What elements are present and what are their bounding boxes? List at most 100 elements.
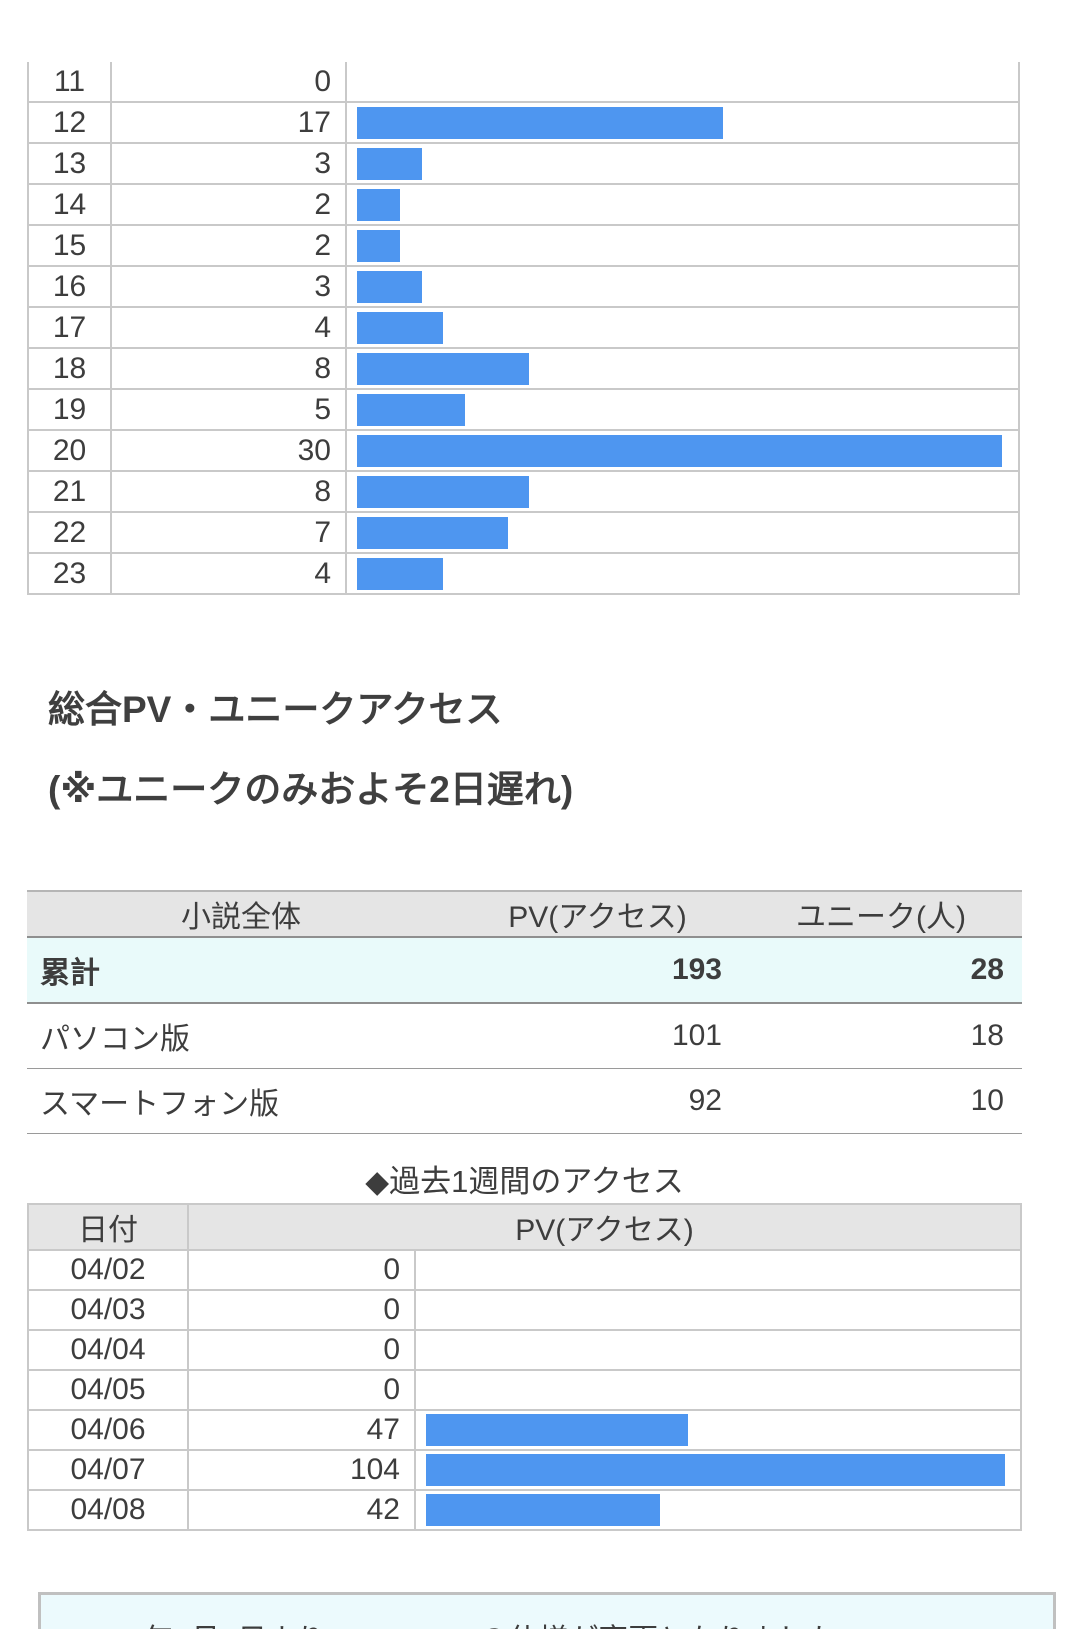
pv-count-cell: 17 — [110, 101, 347, 144]
pv-bar — [357, 311, 443, 344]
summary-label-cell: スマートフォン版 — [27, 1068, 455, 1134]
pv-count-cell: 104 — [187, 1449, 416, 1491]
pv-bar-cell — [345, 62, 1020, 103]
pv-count-cell: 47 — [187, 1409, 416, 1451]
weekly-access-heading: ◆過去1週間のアクセス — [365, 1164, 684, 1199]
pv-count-cell: 4 — [110, 552, 347, 595]
summary-pv-cell: 193 — [455, 937, 740, 1004]
hour-row: 12 17 — [27, 101, 1020, 144]
summary-label-cell: 累計 — [27, 937, 455, 1004]
summary-section-title: 総合PV・ユニークアクセス (※ユニークのみおよそ2日遅れ) — [48, 670, 573, 830]
hour-cell: 15 — [27, 224, 112, 267]
pv-bar-cell — [345, 347, 1020, 390]
pv-bar-cell — [414, 1369, 1022, 1411]
hour-cell: 13 — [27, 142, 112, 185]
pv-count-cell: 0 — [187, 1369, 416, 1411]
pv-bar-cell — [414, 1249, 1022, 1291]
hour-cell: 23 — [27, 552, 112, 595]
pv-bar — [357, 188, 400, 221]
pv-bar — [357, 434, 1002, 467]
pv-bar — [357, 270, 422, 303]
pv-count-cell: 2 — [110, 224, 347, 267]
hour-row: 20 30 — [27, 429, 1020, 472]
pv-bar — [426, 1414, 688, 1446]
pv-bar-cell — [414, 1329, 1022, 1371]
weekly-row: 04/03 0 — [27, 1289, 1022, 1331]
hour-row: 11 0 — [27, 62, 1020, 103]
pv-bar-cell — [345, 183, 1020, 226]
date-cell: 04/08 — [27, 1489, 189, 1531]
summary-title-line2: (※ユニークのみおよそ2日遅れ) — [48, 769, 574, 810]
hour-cell: 22 — [27, 511, 112, 554]
hour-cell: 14 — [27, 183, 112, 226]
hour-row: 14 2 — [27, 183, 1020, 226]
pv-bar — [357, 106, 723, 139]
summary-row: スマートフォン版 92 10 — [27, 1068, 1022, 1134]
pv-bar — [426, 1494, 660, 1526]
pv-bar — [357, 557, 443, 590]
pv-bar-cell — [345, 429, 1020, 472]
pv-bar-cell — [345, 101, 1020, 144]
summary-header-label: 小説全体 — [27, 890, 455, 938]
date-cell: 04/07 — [27, 1449, 189, 1491]
pv-count-cell: 0 — [187, 1249, 416, 1291]
pv-bar-cell — [345, 388, 1020, 431]
pv-bar-cell — [345, 511, 1020, 554]
hour-cell: 20 — [27, 429, 112, 472]
hour-cell: 19 — [27, 388, 112, 431]
summary-row: パソコン版 101 18 — [27, 1003, 1022, 1069]
hour-cell: 11 — [27, 62, 112, 103]
date-cell: 04/03 — [27, 1289, 189, 1331]
weekly-row: 04/02 0 — [27, 1249, 1022, 1291]
summary-label-cell: パソコン版 — [27, 1003, 455, 1069]
pv-count-cell: 7 — [110, 511, 347, 554]
pv-count-cell: 0 — [187, 1289, 416, 1331]
pv-bar-cell — [414, 1449, 1022, 1491]
pv-count-cell: 0 — [110, 62, 347, 103]
pv-bar-cell — [345, 470, 1020, 513]
summary-header-pv: PV(アクセス) — [455, 890, 740, 938]
date-cell: 04/06 — [27, 1409, 189, 1451]
summary-pv-cell: 92 — [455, 1068, 740, 1134]
pv-count-cell: 5 — [110, 388, 347, 431]
hour-row: 18 8 — [27, 347, 1020, 390]
summary-title-line1: 総合PV・ユニークアクセス — [48, 689, 503, 730]
hourly-access-table: 11 0 12 17 13 3 14 2 15 2 16 3 17 4 18 8 19 5 20 30 21 8 22 7 23… — [27, 62, 1020, 595]
pv-count-cell: 30 — [110, 429, 347, 472]
pv-count-cell: 2 — [110, 183, 347, 226]
pv-bar — [357, 147, 422, 180]
notice-box: 2010年7月6日よりKASASAGIの仕様が変更となりました — [38, 1592, 1056, 1629]
weekly-row: 04/08 42 — [27, 1489, 1022, 1531]
weekly-row: 04/04 0 — [27, 1329, 1022, 1371]
pv-bar-cell — [345, 142, 1020, 185]
hour-cell: 16 — [27, 265, 112, 308]
pv-count-cell: 42 — [187, 1489, 416, 1531]
hour-row: 19 5 — [27, 388, 1020, 431]
pv-bar — [357, 229, 400, 262]
date-cell: 04/04 — [27, 1329, 189, 1371]
weekly-header-date: 日付 — [27, 1203, 189, 1251]
hour-cell: 18 — [27, 347, 112, 390]
pv-bar — [357, 516, 508, 549]
pv-count-cell: 0 — [187, 1329, 416, 1371]
pv-bar-cell — [414, 1489, 1022, 1531]
pv-bar-cell — [414, 1409, 1022, 1451]
pv-count-cell: 3 — [110, 142, 347, 185]
pv-bar-cell — [345, 552, 1020, 595]
hour-row: 15 2 — [27, 224, 1020, 267]
hour-row: 16 3 — [27, 265, 1020, 308]
pv-bar-cell — [345, 306, 1020, 349]
date-cell: 04/02 — [27, 1249, 189, 1291]
weekly-access-table: 日付 PV(アクセス) 04/02 0 04/03 0 04/04 0 04/05 0 04/0… — [27, 1203, 1022, 1531]
hour-row: 21 8 — [27, 470, 1020, 513]
pv-count-cell: 8 — [110, 347, 347, 390]
notice-text: 2010年7月6日よりKASASAGIの仕様が変更となりました — [77, 1624, 837, 1629]
pv-bar-cell — [414, 1289, 1022, 1331]
hour-row: 17 4 — [27, 306, 1020, 349]
hour-row: 13 3 — [27, 142, 1020, 185]
hour-row: 22 7 — [27, 511, 1020, 554]
pv-bar-cell — [345, 265, 1020, 308]
summary-unique-cell: 28 — [740, 937, 1022, 1004]
pv-bar — [357, 352, 529, 385]
